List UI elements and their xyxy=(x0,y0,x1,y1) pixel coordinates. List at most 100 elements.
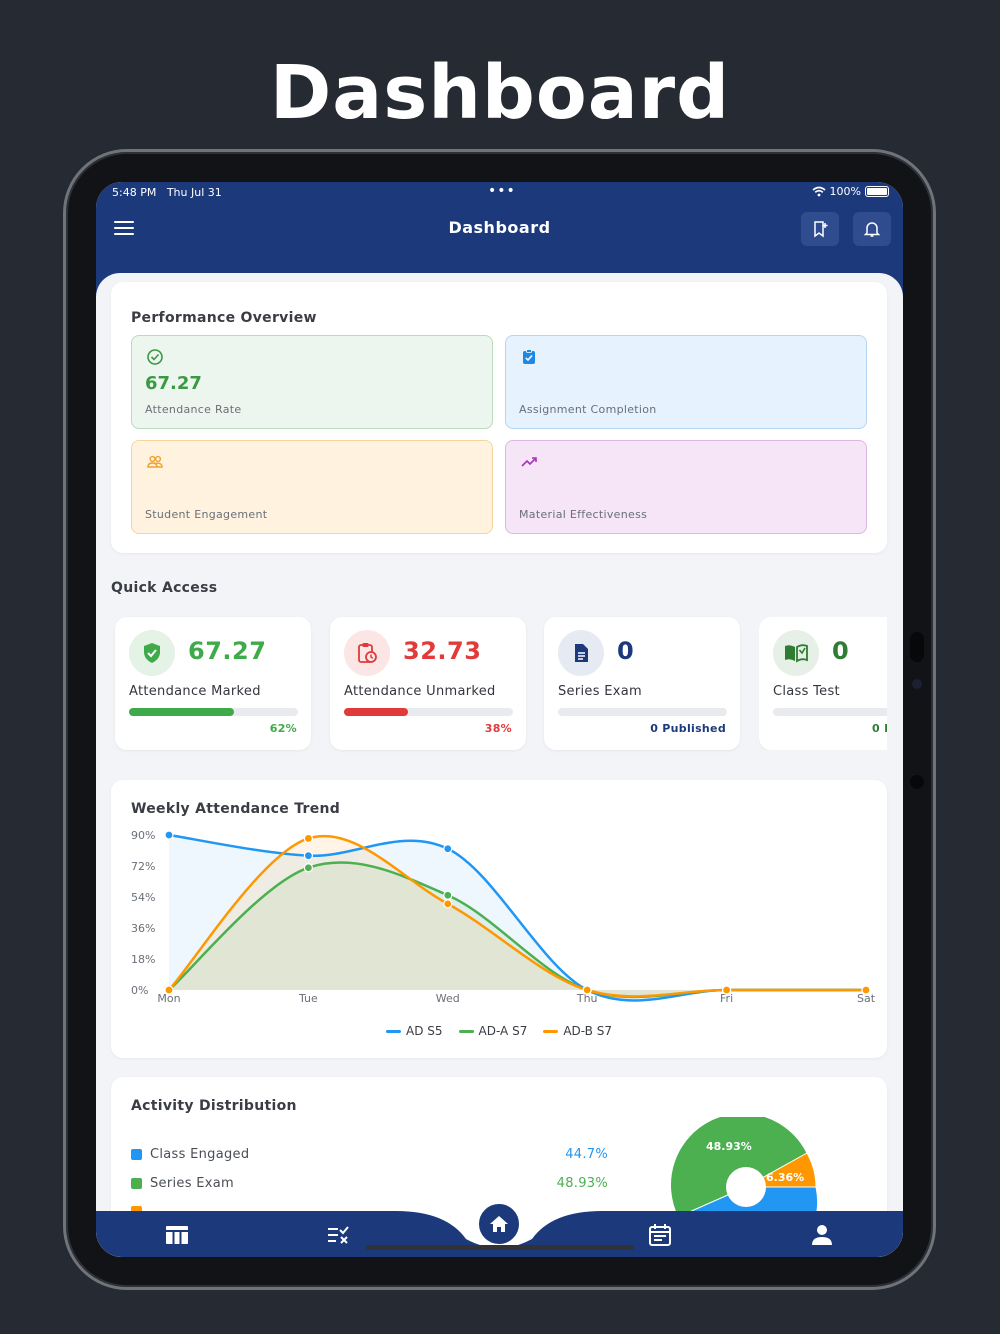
class-test-card[interactable]: 0 Class Test 0 Published xyxy=(759,617,887,750)
data-point xyxy=(861,985,871,995)
calendar-icon[interactable] xyxy=(647,1222,673,1248)
icon-circle xyxy=(773,630,819,676)
y-tick-label: 90% xyxy=(131,829,155,842)
menu-icon[interactable] xyxy=(114,221,134,237)
battery-icon xyxy=(865,186,889,197)
distribution-value: 44.7% xyxy=(565,1147,608,1162)
card-value: 32.73 xyxy=(403,637,482,665)
x-tick-label: Fri xyxy=(720,992,733,1005)
legend-swatch xyxy=(131,1149,142,1160)
icon-circle xyxy=(344,630,390,676)
tablet-button xyxy=(910,775,924,789)
tile-label: Material Effectiveness xyxy=(519,508,648,521)
y-tick-label: 0% xyxy=(131,984,148,997)
bookmark-add-icon xyxy=(814,221,828,238)
card-value: 0 xyxy=(832,637,850,665)
card-value: 0 xyxy=(617,637,635,665)
person-icon[interactable] xyxy=(809,1222,835,1248)
data-point xyxy=(303,863,313,873)
table-icon[interactable] xyxy=(164,1222,190,1248)
app-screen: 5:48 PM Thu Jul 31 ••• 100% Dashboard Pe… xyxy=(96,182,903,1257)
people-icon xyxy=(147,455,163,468)
icon-circle xyxy=(129,630,175,676)
progress-fill xyxy=(129,708,234,716)
progress-track xyxy=(558,708,727,716)
x-tick-label: Tue xyxy=(298,992,318,1005)
bell-icon xyxy=(863,222,881,237)
section-title: Performance Overview xyxy=(131,310,317,326)
legend-label: AD-B S7 xyxy=(563,1024,612,1038)
class-test-card-clip: 0 Class Test 0 Published xyxy=(759,617,887,750)
data-point xyxy=(443,899,453,909)
tablet-sensor xyxy=(912,679,922,689)
page-title: Dashboard xyxy=(448,218,551,237)
distribution-name: Series Exam xyxy=(150,1176,234,1191)
card-label: Series Exam xyxy=(558,684,642,699)
icon-circle xyxy=(558,630,604,676)
status-bar: 5:48 PM Thu Jul 31 ••• 100% xyxy=(96,182,903,204)
wifi-icon xyxy=(812,186,826,197)
y-tick-label: 72% xyxy=(131,860,155,873)
shield-check-icon xyxy=(144,643,160,663)
home-button[interactable] xyxy=(476,1201,522,1247)
legend-swatch xyxy=(386,1029,402,1033)
pie-label-green: 48.93% xyxy=(706,1140,752,1153)
check-circle-icon xyxy=(147,349,163,365)
pie-hole xyxy=(726,1167,766,1207)
progress-text: 62% xyxy=(269,722,297,735)
series-area xyxy=(169,862,866,998)
section-title: Activity Distribution xyxy=(131,1098,297,1114)
card-label: Class Test xyxy=(773,684,840,699)
x-tick-label: Sat xyxy=(857,992,876,1005)
bookmark-button[interactable] xyxy=(801,212,839,246)
notifications-button[interactable] xyxy=(853,212,891,246)
distribution-value: 48.93% xyxy=(556,1176,608,1191)
legend-item[interactable]: AD-A S7 xyxy=(458,1024,528,1038)
legend-label: AD-A S7 xyxy=(478,1024,528,1038)
progress-text: 0 Published xyxy=(872,722,887,735)
battery-percent: 100% xyxy=(829,185,861,198)
legend-label: AD S5 xyxy=(406,1024,443,1038)
tile-label: Attendance Rate xyxy=(145,403,242,416)
student-engagement-tile[interactable]: Student Engagement xyxy=(131,440,493,534)
home-indicator xyxy=(366,1245,634,1250)
series-exam-card[interactable]: 0 Series Exam 0 Published xyxy=(544,617,740,750)
chart-legend: AD S5 AD-A S7 AD-B S7 xyxy=(111,1024,887,1038)
data-point xyxy=(164,985,174,995)
trending-up-icon xyxy=(521,457,537,467)
material-effectiveness-tile[interactable]: Material Effectiveness xyxy=(505,440,867,534)
distribution-name: Class Engaged xyxy=(150,1147,250,1162)
series-area xyxy=(169,835,866,1001)
data-point xyxy=(303,833,313,844)
task-list-icon[interactable] xyxy=(325,1222,351,1248)
pie-slice-green xyxy=(670,1117,808,1218)
data-point xyxy=(443,844,453,854)
y-tick-label: 36% xyxy=(131,922,155,935)
assignment-completion-tile[interactable]: Assignment Completion xyxy=(505,335,867,429)
tile-label: Student Engagement xyxy=(145,508,268,521)
legend-item[interactable]: AD S5 xyxy=(386,1024,443,1038)
weekly-attendance-card: Weekly Attendance Trend 0% 18% 36% 54% 72% 90… xyxy=(111,780,887,1058)
x-tick-label: Mon xyxy=(157,992,180,1005)
performance-overview-card: Performance Overview 67.27 Attendance Ra… xyxy=(111,282,887,553)
chart-title: Weekly Attendance Trend xyxy=(131,801,341,817)
card-label: Attendance Marked xyxy=(129,684,261,699)
data-point xyxy=(164,830,174,840)
legend-item[interactable]: AD-B S7 xyxy=(543,1024,612,1038)
multitask-dots[interactable]: ••• xyxy=(488,183,516,199)
attendance-rate-tile[interactable]: 67.27 Attendance Rate xyxy=(131,335,493,429)
attendance-unmarked-card[interactable]: 32.73 Attendance Unmarked 38% xyxy=(330,617,526,750)
series-area xyxy=(169,836,866,997)
dashboard-content: Performance Overview 67.27 Attendance Ra… xyxy=(96,273,903,1257)
bottom-nav-bar xyxy=(96,1211,903,1257)
card-value: 67.27 xyxy=(188,637,267,665)
progress-fill xyxy=(344,708,409,716)
data-point xyxy=(582,985,592,995)
progress-text: 0 Published xyxy=(650,722,726,735)
pie-label-orange: 6.36% xyxy=(766,1171,804,1184)
tile-value: 67.27 xyxy=(145,373,202,394)
attendance-marked-card[interactable]: 67.27 Attendance Marked 62% xyxy=(115,617,311,750)
y-tick-label: 54% xyxy=(131,891,155,904)
clipboard-check-icon xyxy=(523,349,535,364)
open-book-icon xyxy=(785,644,808,663)
